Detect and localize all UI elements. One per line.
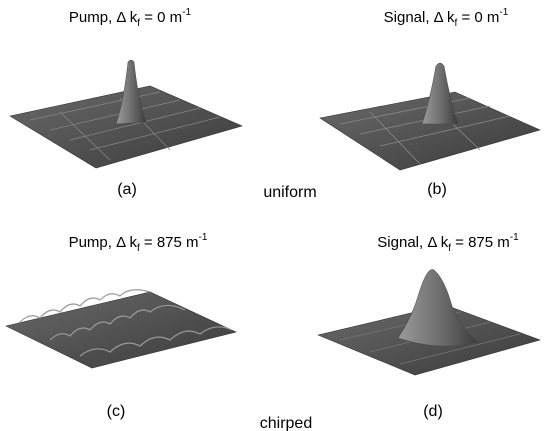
surface-plot bbox=[6, 290, 236, 368]
figure: Pump, Δ kf = 0 m-1 Signal, Δ kf = 0 m-1 … bbox=[0, 0, 544, 431]
title-text: = 875 m bbox=[140, 234, 199, 251]
title-text: Pump, Δ k bbox=[69, 234, 138, 251]
panel-label: (d) bbox=[423, 403, 443, 420]
panel-title: Signal, Δ kf = 875 m-1 bbox=[377, 232, 519, 254]
title-text: = 0 m bbox=[457, 9, 499, 26]
surface-plot bbox=[320, 63, 540, 170]
panel-label: (c) bbox=[107, 403, 126, 420]
title-sup: -1 bbox=[182, 7, 191, 18]
row-label: uniform bbox=[263, 184, 316, 201]
title-text: = 875 m bbox=[451, 234, 510, 251]
title-text: = 0 m bbox=[140, 9, 182, 26]
title-sup: -1 bbox=[510, 232, 519, 243]
title-sup: -1 bbox=[499, 7, 508, 18]
panel-label: (a) bbox=[117, 181, 137, 198]
surface-plot bbox=[10, 60, 242, 168]
row-label: chirped bbox=[260, 415, 312, 431]
surface-plot bbox=[318, 269, 540, 375]
title-sup: -1 bbox=[199, 232, 208, 243]
panel-label: (b) bbox=[427, 181, 447, 198]
title-text: Signal, Δ k bbox=[377, 234, 448, 251]
title-text: Signal, Δ k bbox=[384, 9, 455, 26]
panel-title: Signal, Δ kf = 0 m-1 bbox=[384, 7, 509, 29]
title-text: Pump, Δ k bbox=[69, 9, 138, 26]
panel-title: Pump, Δ kf = 0 m-1 bbox=[69, 7, 192, 29]
panel-title: Pump, Δ kf = 875 m-1 bbox=[69, 232, 208, 254]
